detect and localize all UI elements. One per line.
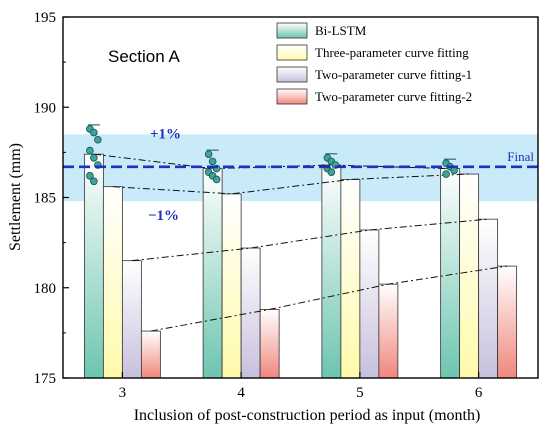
bilstm-point	[327, 168, 336, 177]
legend-swatch-2	[276, 66, 308, 83]
bilstm-point	[204, 150, 213, 158]
legend: Bi-LSTM Three-parameter curve fitting Two-…	[276, 22, 472, 105]
bilstm-points	[86, 124, 458, 186]
trend-line-3	[150, 265, 508, 332]
bilstm-point	[208, 157, 217, 166]
bar-3-5	[378, 283, 399, 379]
section-title: Section A	[108, 47, 180, 66]
legend-label-3: Two-parameter curve fitting-2	[315, 89, 472, 104]
x-tick-label: 6	[475, 385, 483, 401]
trend-line-2	[131, 218, 489, 262]
ticks: 175 180 185 190 195 3 4 5 6	[34, 10, 483, 401]
bar-2-5	[359, 229, 380, 379]
bilstm-point	[90, 177, 98, 186]
y-tick-label: 190	[34, 100, 57, 116]
bilstm-point	[86, 172, 94, 180]
x-axis-title: Inclusion of post-construction period as…	[134, 407, 481, 424]
bilstm-point	[442, 170, 450, 178]
bar-1-5	[340, 179, 361, 379]
legend-label-0: Bi-LSTM	[315, 23, 367, 38]
legend-swatch-3	[276, 88, 308, 105]
y-axis-title: Settlement (mm)	[7, 143, 24, 251]
bar-0-4	[202, 168, 223, 379]
bar-1-4	[221, 193, 242, 379]
bar-3-6	[497, 265, 518, 379]
bar-1-3	[102, 186, 123, 379]
legend-swatch-0	[276, 22, 308, 39]
band-upper-label: +1%	[150, 126, 181, 142]
bilstm-point	[90, 128, 98, 137]
final-line-group: Final +1% −1%	[63, 126, 538, 224]
bilstm-point	[212, 175, 221, 184]
y-tick-label: 175	[34, 371, 57, 387]
final-label: Final	[507, 149, 534, 164]
bar-3-3	[140, 330, 161, 379]
bar-2-3	[121, 260, 142, 379]
y-tick-label: 195	[34, 10, 57, 26]
bilstm-point	[94, 135, 102, 144]
y-tick-label: 180	[34, 281, 57, 297]
legend-label-1: Three-parameter curve fitting	[315, 45, 469, 60]
band-lower-label: −1%	[148, 208, 179, 224]
bilstm-point	[86, 146, 94, 155]
bar-0-5	[321, 164, 342, 379]
bar-3-4	[259, 309, 280, 379]
trend-lines	[93, 153, 508, 332]
legend-label-2: Two-parameter curve fitting-1	[315, 67, 472, 82]
x-tick-label: 5	[356, 385, 364, 401]
x-tick-label: 4	[237, 385, 245, 401]
bar-1-6	[459, 173, 480, 379]
x-tick-label: 3	[119, 385, 127, 401]
legend-swatch-1	[276, 44, 308, 61]
y-tick-label: 185	[34, 191, 57, 207]
bar-0-3	[83, 153, 104, 379]
bar-2-6	[478, 218, 499, 379]
bilstm-point	[90, 153, 98, 162]
